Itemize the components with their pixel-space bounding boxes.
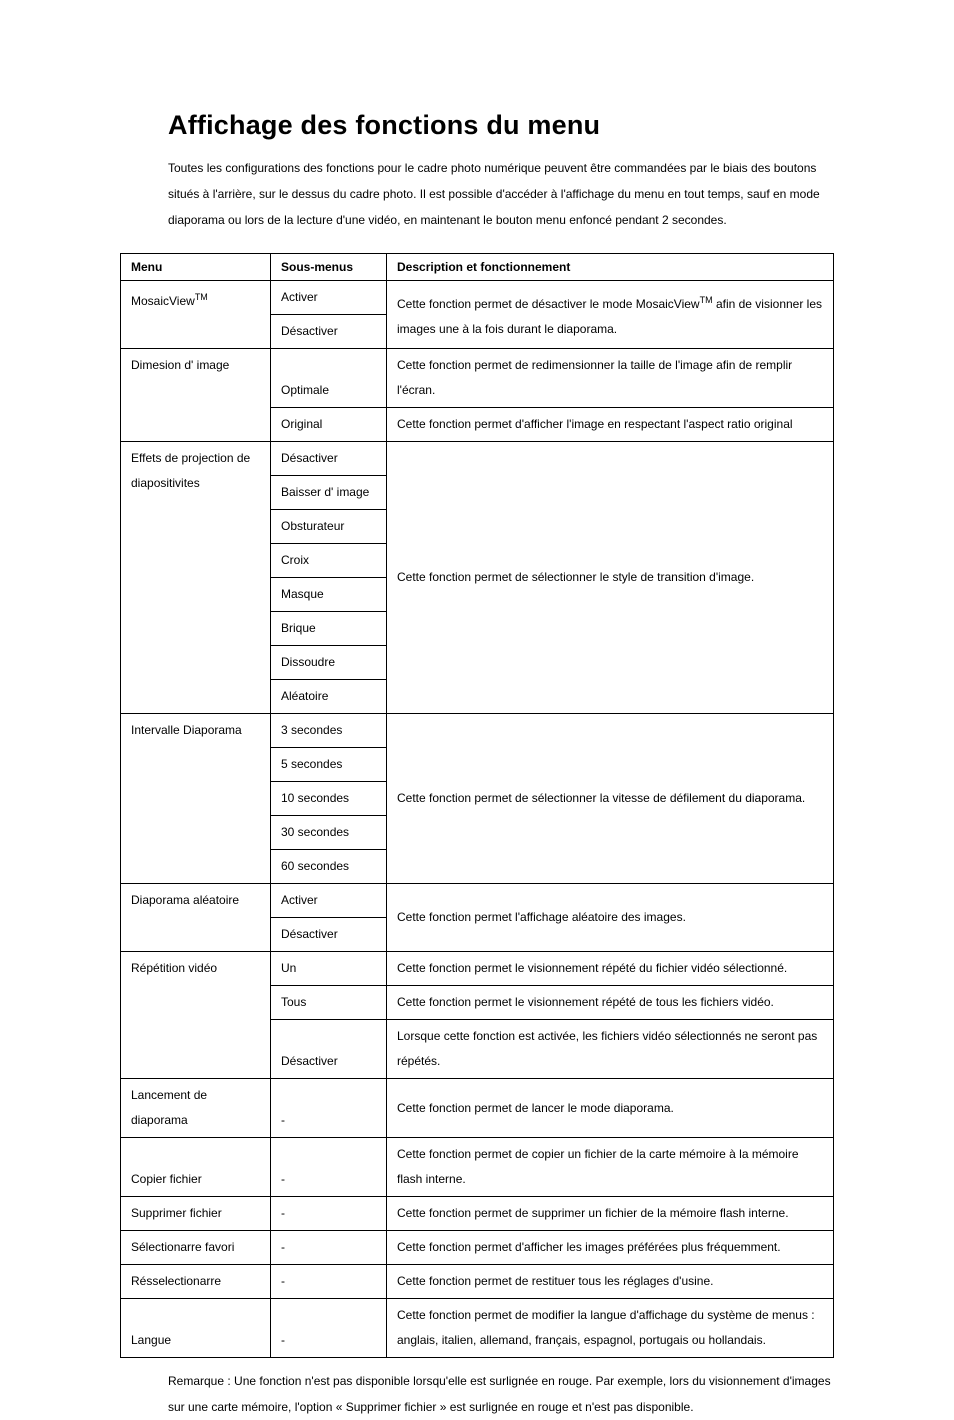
cell-sub: Tous [271, 986, 387, 1020]
cell-sub: Baisser d' image [271, 476, 387, 510]
cell-sub: 60 secondes [271, 850, 387, 884]
table-row: Effets de projection de diapositivites D… [121, 442, 834, 476]
cell-menu: Intervalle Diaporama [121, 714, 271, 884]
cell-sub: 5 secondes [271, 748, 387, 782]
cell-menu: Dimesion d' image [121, 349, 271, 442]
cell-sub: Optimale [271, 349, 387, 408]
cell-menu: MosaicViewTM [121, 281, 271, 349]
cell-sub: Activer [271, 884, 387, 918]
cell-sub: - [271, 1231, 387, 1265]
table-row: Résselectionarre - Cette fonction permet… [121, 1265, 834, 1299]
cell-sub: Obsturateur [271, 510, 387, 544]
cell-sub: Dissoudre [271, 646, 387, 680]
table-header-row: Menu Sous-menus Description et fonctionn… [121, 254, 834, 281]
cell-sub: Aléatoire [271, 680, 387, 714]
cell-sub: - [271, 1265, 387, 1299]
cell-desc: Cette fonction permet de restituer tous … [387, 1265, 834, 1299]
table-row: Diaporama aléatoire Activer Cette foncti… [121, 884, 834, 918]
cell-desc: Cette fonction permet de supprimer un fi… [387, 1197, 834, 1231]
cell-menu: Sélectionarre favori [121, 1231, 271, 1265]
cell-sub: 30 secondes [271, 816, 387, 850]
cell-sub: - [271, 1079, 387, 1138]
cell-desc: Cette fonction permet d'afficher les ima… [387, 1231, 834, 1265]
cell-sub: Masque [271, 578, 387, 612]
cell-sub: Désactiver [271, 1020, 387, 1079]
cell-sub: Original [271, 408, 387, 442]
cell-desc: Cette fonction permet de copier un fichi… [387, 1138, 834, 1197]
cell-desc: Cette fonction permet de lancer le mode … [387, 1079, 834, 1138]
cell-menu: Diaporama aléatoire [121, 884, 271, 952]
cell-sub: Désactiver [271, 918, 387, 952]
cell-sub: Désactiver [271, 442, 387, 476]
cell-menu: Supprimer fichier [121, 1197, 271, 1231]
cell-sub: Croix [271, 544, 387, 578]
cell-menu: Lancement de diaporama [121, 1079, 271, 1138]
cell-menu: Résselectionarre [121, 1265, 271, 1299]
cell-sub: - [271, 1138, 387, 1197]
document-page: Affichage des fonctions du menu Toutes l… [0, 0, 954, 1420]
col-sub: Sous-menus [271, 254, 387, 281]
cell-desc: Lorsque cette fonction est activée, les … [387, 1020, 834, 1079]
table-row: Dimesion d' image Optimale Cette fonctio… [121, 349, 834, 408]
cell-menu: Langue [121, 1299, 271, 1358]
page-title: Affichage des fonctions du menu [168, 110, 834, 141]
cell-desc: Cette fonction permet de sélectionner la… [387, 714, 834, 884]
cell-desc: Cette fonction permet de modifier la lan… [387, 1299, 834, 1358]
cell-sub: Activer [271, 281, 387, 315]
table-row: MosaicViewTM Activer Cette fonction perm… [121, 281, 834, 315]
cell-desc: Cette fonction permet le visionnement ré… [387, 986, 834, 1020]
intro-paragraph: Toutes les configurations des fonctions … [168, 155, 834, 233]
cell-desc: Cette fonction permet l'affichage aléato… [387, 884, 834, 952]
table-row: Intervalle Diaporama 3 secondes Cette fo… [121, 714, 834, 748]
cell-menu: Copier fichier [121, 1138, 271, 1197]
table-row: Lancement de diaporama - Cette fonction … [121, 1079, 834, 1138]
table-row: Répétition vidéo Un Cette fonction perme… [121, 952, 834, 986]
cell-desc: Cette fonction permet de sélectionner le… [387, 442, 834, 714]
table-row: Copier fichier - Cette fonction permet d… [121, 1138, 834, 1197]
cell-sub: Un [271, 952, 387, 986]
cell-sub: 3 secondes [271, 714, 387, 748]
cell-sub: Brique [271, 612, 387, 646]
col-menu: Menu [121, 254, 271, 281]
cell-sub: - [271, 1299, 387, 1358]
cell-desc: Cette fonction permet de redimensionner … [387, 349, 834, 408]
footnote: Remarque : Une fonction n'est pas dispon… [168, 1368, 834, 1420]
col-desc: Description et fonctionnement [387, 254, 834, 281]
cell-desc: Cette fonction permet de désactiver le m… [387, 281, 834, 349]
cell-sub: Désactiver [271, 315, 387, 349]
cell-sub: 10 secondes [271, 782, 387, 816]
cell-sub: - [271, 1197, 387, 1231]
menu-functions-table: Menu Sous-menus Description et fonctionn… [120, 253, 834, 1358]
cell-menu: Effets de projection de diapositivites [121, 442, 271, 714]
table-row: Sélectionarre favori - Cette fonction pe… [121, 1231, 834, 1265]
table-row: Supprimer fichier - Cette fonction perme… [121, 1197, 834, 1231]
cell-menu: Répétition vidéo [121, 952, 271, 1079]
cell-desc: Cette fonction permet d'afficher l'image… [387, 408, 834, 442]
cell-desc: Cette fonction permet le visionnement ré… [387, 952, 834, 986]
table-row: Langue - Cette fonction permet de modifi… [121, 1299, 834, 1358]
